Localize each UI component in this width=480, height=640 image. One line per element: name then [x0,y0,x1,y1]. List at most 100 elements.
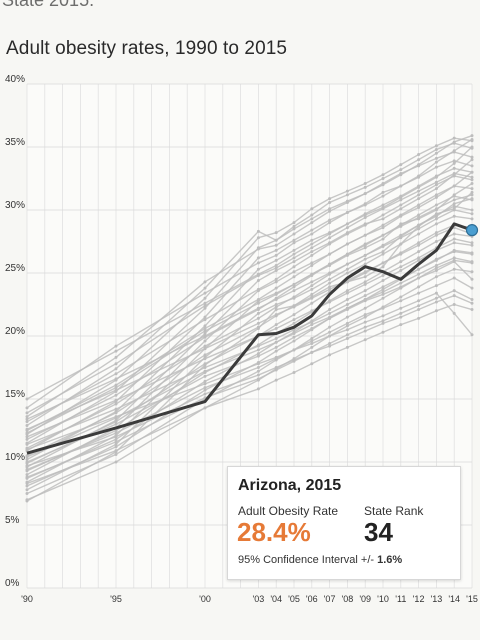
state-data-point [399,260,403,264]
state-data-point [25,460,29,464]
state-data-point [114,355,118,359]
state-data-point [381,194,385,198]
state-data-point [203,374,207,378]
state-data-point [256,352,260,356]
state-series-line [26,277,473,471]
state-data-point [203,339,207,343]
state-data-point [114,449,118,453]
state-data-point [256,321,260,325]
state-data-point [434,160,438,164]
state-series-line [26,167,473,400]
state-data-point [274,355,278,359]
state-data-point [470,277,474,281]
state-data-point [345,306,349,310]
x-tick-label: '05 [288,594,300,604]
state-data-point [363,246,367,250]
state-data-point [328,218,332,222]
state-data-point [114,344,118,348]
state-data-point [328,285,332,289]
state-data-point [399,163,403,167]
state-data-point [452,289,456,293]
state-data-point [417,184,421,188]
state-data-point [114,398,118,402]
state-data-point [470,146,474,150]
state-data-point [292,313,296,317]
state-data-point [363,306,367,310]
state-data-point [328,281,332,285]
state-data-point [274,277,278,281]
state-data-point [256,325,260,329]
state-data-point [417,227,421,231]
state-data-point [452,311,456,315]
state-data-point [292,232,296,236]
state-data-point [310,228,314,232]
state-data-point [25,481,29,485]
state-data-point [470,208,474,212]
state-series-line [26,172,473,414]
state-data-point [434,148,438,152]
state-data-point [417,243,421,247]
state-data-point [256,236,260,240]
state-data-point [292,318,296,322]
state-data-point [114,435,118,439]
background-series-group [25,134,474,503]
state-data-point [434,240,438,243]
state-series-line [26,233,473,472]
state-data-point [310,272,314,276]
state-data-point [114,411,118,415]
state-data-point [256,267,260,271]
state-series-line [26,185,473,432]
state-data-point [381,292,385,296]
state-data-point [434,231,438,235]
state-series-line [26,159,473,468]
state-data-point [292,256,296,260]
state-data-point [328,342,332,346]
state-data-point [292,221,296,225]
y-tick-label: 20% [5,326,25,337]
state-data-point [434,144,438,148]
state-data-point [310,246,314,250]
state-data-point [328,311,332,315]
state-data-point [328,344,332,348]
state-data-point [114,367,118,371]
state-series-line [26,151,473,418]
state-data-point [256,348,260,352]
state-data-point [434,268,438,272]
state-data-point [363,212,367,216]
state-data-point [114,386,118,390]
state-data-point [114,442,118,446]
state-data-point [470,182,474,186]
state-data-point [470,187,474,191]
state-data-point [114,407,118,411]
state-data-point [381,290,385,294]
state-data-point [452,171,456,175]
state-data-point [434,213,438,217]
state-data-point [345,333,349,337]
state-data-point [381,177,385,180]
state-data-point [203,304,207,308]
state-data-point [203,353,207,357]
state-data-point [363,280,367,284]
tooltip-title: Arizona, 2015 [238,477,342,494]
state-data-point [452,166,456,170]
state-data-point [399,265,403,269]
state-data-point [417,285,421,289]
state-data-point [292,305,296,309]
state-series-line [26,175,473,423]
state-data-point [274,349,278,353]
state-data-point [452,136,456,140]
state-data-point [470,198,474,202]
state-series-line [26,215,473,457]
state-data-point [345,232,349,236]
x-tick-label: '90 [21,594,33,604]
state-data-point [328,209,332,213]
state-data-point [114,402,118,406]
state-data-point [470,134,474,138]
state-data-point [452,184,456,188]
y-tick-label: 5% [5,515,20,526]
state-data-point [417,213,421,217]
state-data-point [434,174,438,178]
state-data-point [256,297,260,301]
state-data-point [452,241,456,245]
state-data-point [256,256,260,260]
